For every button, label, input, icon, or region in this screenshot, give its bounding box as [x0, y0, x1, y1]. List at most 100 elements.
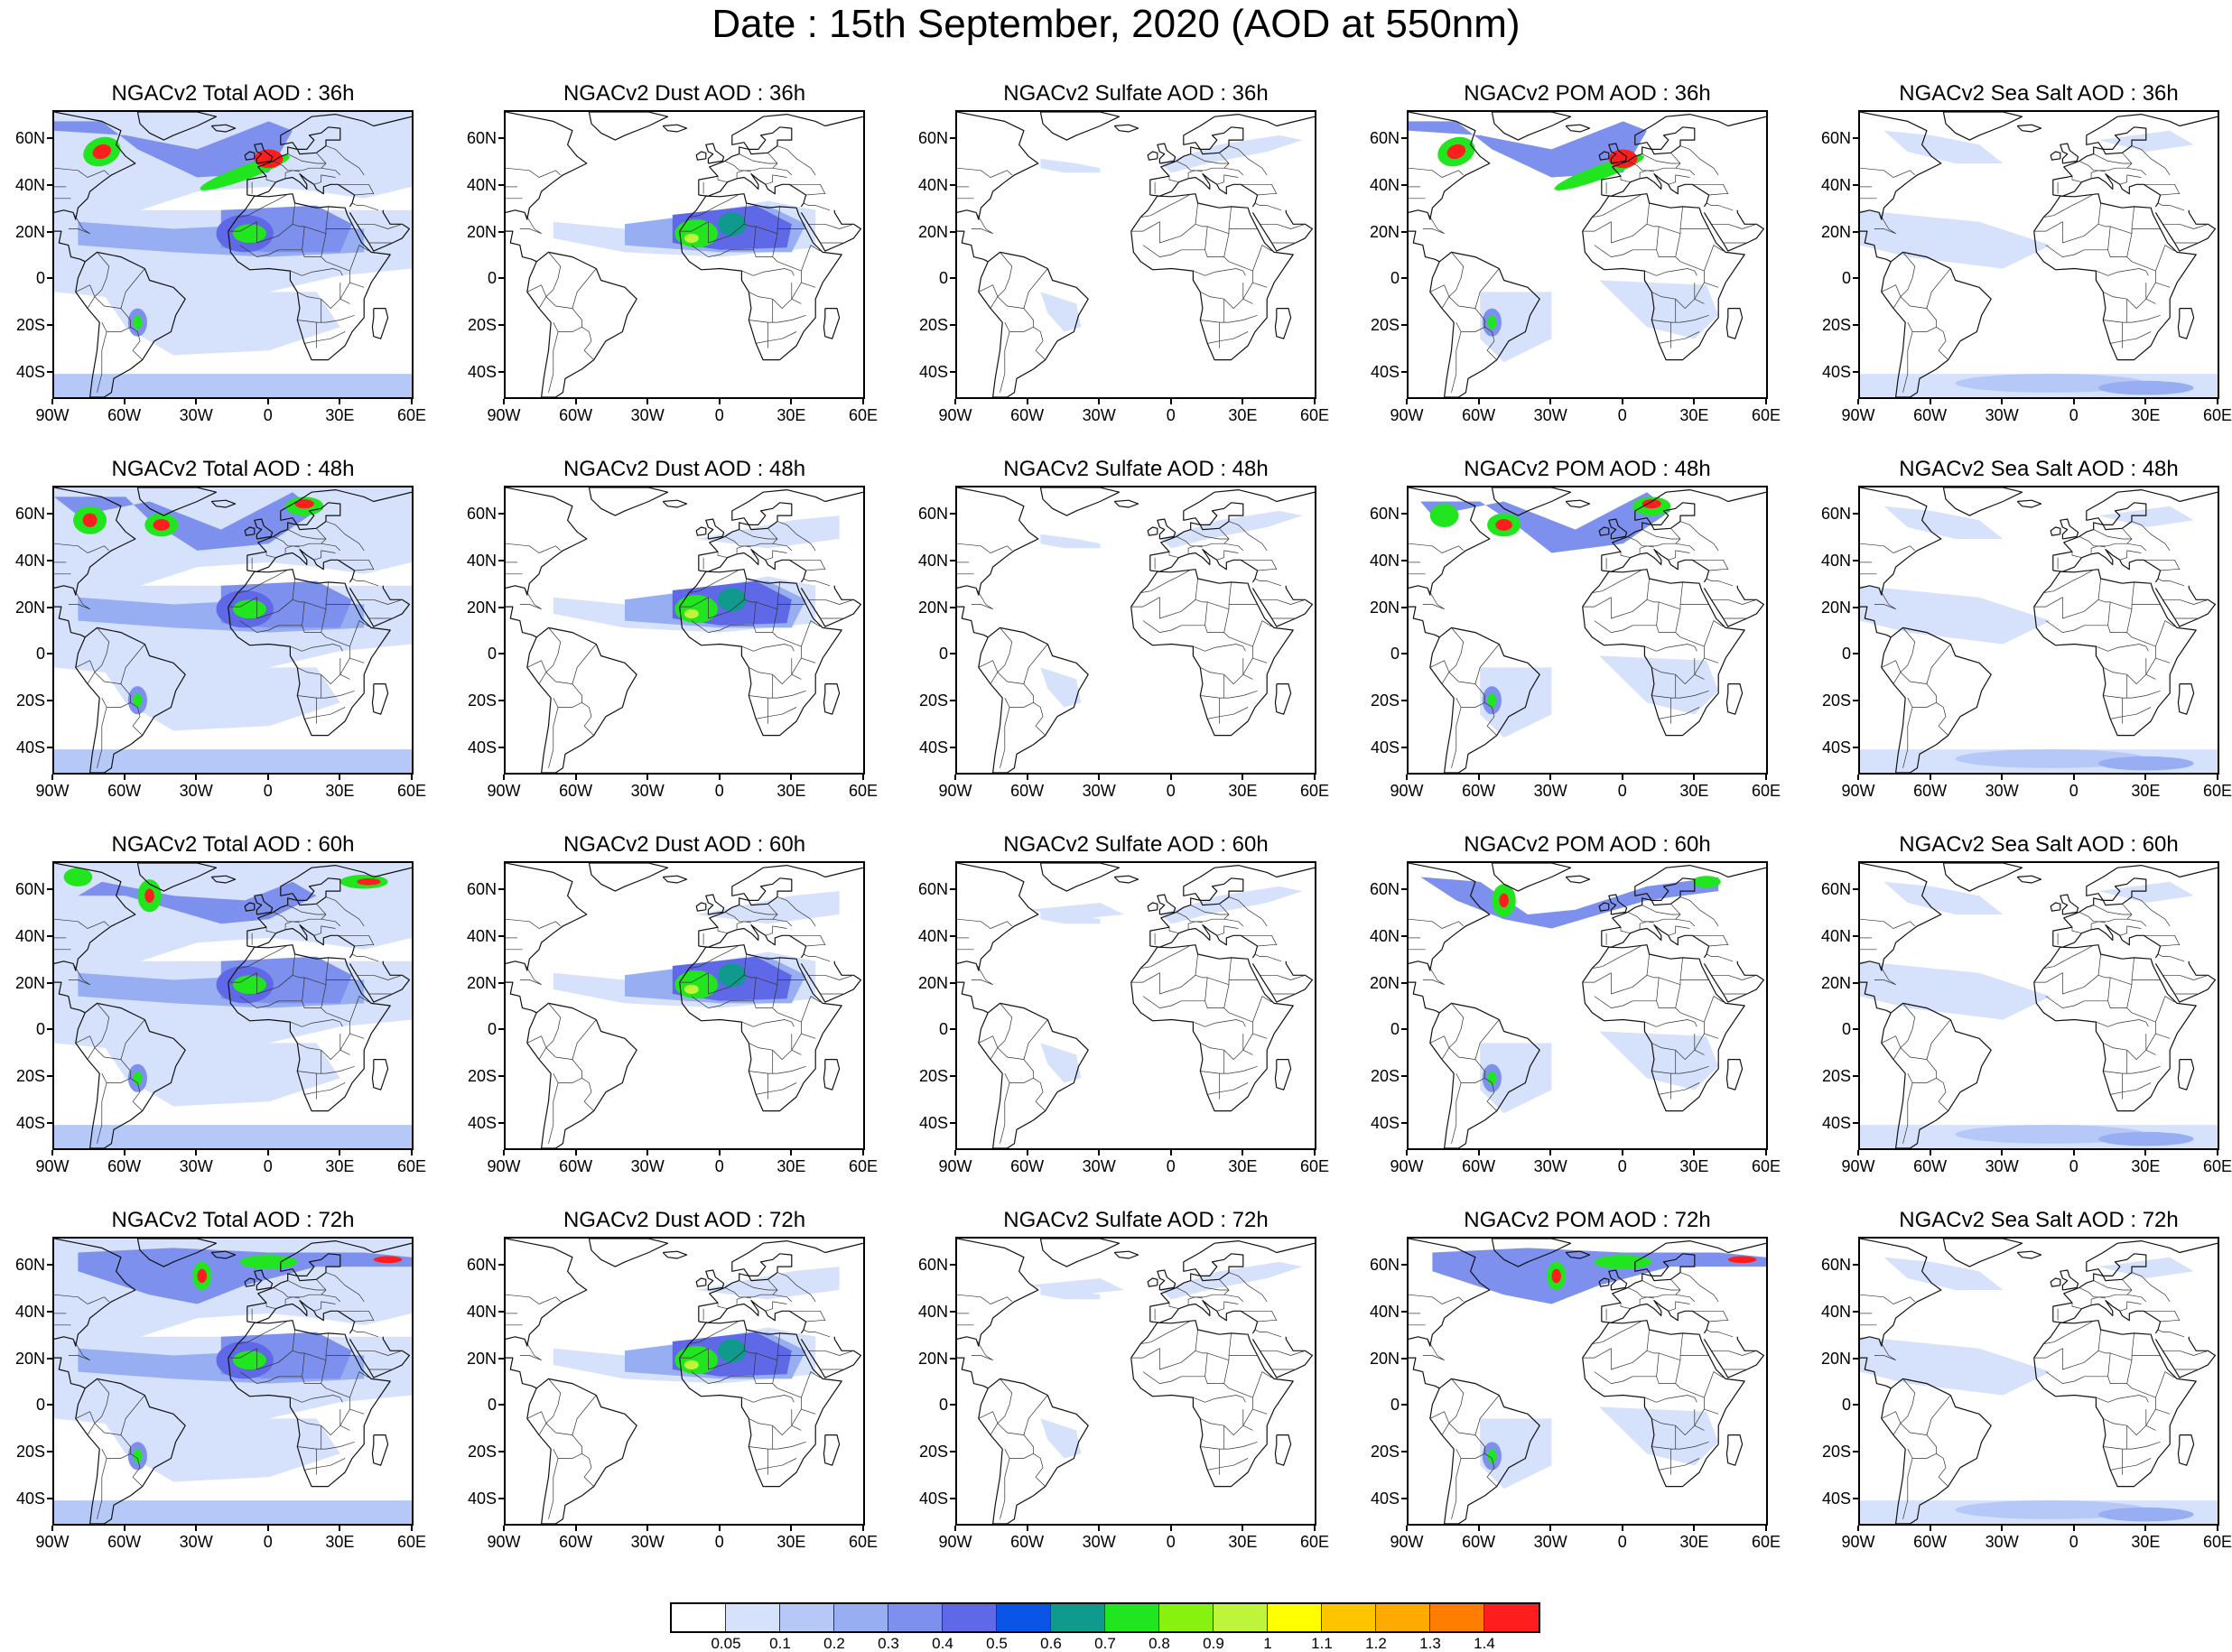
country-border: [1254, 578, 1282, 587]
longitude-label: 30W: [179, 782, 213, 800]
latitude-label: 0: [938, 269, 948, 288]
country-border: [1200, 690, 1258, 699]
latitude-tick: [1853, 1028, 1858, 1031]
country-border: [978, 1035, 999, 1048]
latitude-tick: [950, 1404, 955, 1406]
country-border: [1711, 223, 1757, 229]
latitude-label: 0: [35, 269, 45, 288]
latitude-label: 40S: [467, 1490, 497, 1508]
country-border: [1200, 1043, 1253, 1060]
longitude-label: 90W: [487, 782, 521, 800]
country-border: [1860, 918, 1915, 929]
country-border: [1451, 331, 1462, 393]
latitude-label: 60N: [466, 129, 497, 148]
longitude-tick: [1857, 775, 1859, 780]
longitude-label: 30W: [1533, 1157, 1567, 1175]
country-border: [1200, 314, 1258, 323]
longitude-tick: [2144, 1150, 2147, 1155]
longitude-label: 30W: [630, 782, 665, 800]
country-border: [1900, 252, 1948, 360]
country-border: [2103, 314, 2161, 323]
coastline-madagascar: [823, 1434, 841, 1466]
coastline-madagascar: [1725, 1059, 1744, 1091]
coastline-madagascar: [1725, 683, 1744, 715]
coastline-centralAmerica: [1409, 606, 1440, 638]
country-border: [1639, 1296, 1654, 1305]
country-border: [1644, 1019, 1697, 1027]
country-border: [2126, 1360, 2133, 1384]
country-border: [1216, 925, 1239, 936]
aod-map: [1409, 1239, 1766, 1524]
coastline-southAmerica: [978, 1002, 1089, 1148]
panel-title: NGACv2 POM AOD : 48h: [1464, 457, 1711, 481]
latitude-label: 40N: [14, 175, 45, 194]
aod-field: [1883, 506, 2004, 539]
longitude-label: 60W: [1010, 406, 1045, 424]
coastline-centralAmerica: [1409, 230, 1440, 263]
longitude-tick: [123, 1526, 126, 1531]
country-border: [749, 1043, 802, 1060]
latitude-tick: [47, 371, 52, 374]
latitude-tick: [1401, 371, 1407, 374]
longitude-label: 0: [1617, 782, 1627, 800]
country-border: [2144, 183, 2181, 196]
map-panel-total-1: NGACv2 Total AOD : 36h 60N 40N 20N 0 20S 40S 90…: [7, 81, 432, 424]
country-border: [339, 1408, 365, 1426]
latitude-tick: [498, 606, 504, 608]
longitude-tick: [1098, 1526, 1101, 1531]
country-border: [2093, 1280, 2132, 1291]
country-border: [803, 953, 831, 962]
aod-field: [2098, 1257, 2194, 1278]
country-border: [349, 996, 369, 1023]
coastline-iberiaMed: [698, 1299, 807, 1334]
map-panel-pom-1: NGACv2 POM AOD : 36h 60N 40N 20N 0 20S 40S 90W 6…: [1362, 81, 1786, 424]
latitude-label: 0: [1390, 1396, 1400, 1415]
country-border: [237, 944, 288, 969]
country-border: [290, 1395, 343, 1403]
country-border: [1216, 174, 1239, 185]
country-border: [526, 284, 547, 297]
country-border: [957, 1294, 1012, 1304]
coastline-northAmerica: [1860, 863, 1942, 971]
aod-field: [684, 1360, 699, 1370]
country-border: [2096, 644, 2149, 652]
longitude-label: 60W: [1462, 782, 1496, 800]
colorbar: [670, 1602, 1540, 1633]
country-border: [801, 1371, 821, 1398]
country-border: [1195, 1329, 1198, 1351]
longitude-tick: [1693, 1150, 1696, 1155]
country-border: [349, 1371, 369, 1398]
longitude-tick: [1693, 1526, 1696, 1531]
longitude-label: 30E: [2131, 406, 2161, 424]
latitude-tick: [950, 1451, 955, 1453]
country-border: [1193, 268, 1246, 276]
latitude-tick: [498, 1075, 504, 1078]
latitude-label: 40S: [15, 1490, 45, 1508]
country-border: [1694, 1033, 1719, 1051]
aod-field: [54, 374, 412, 397]
aod-field: [1446, 144, 1466, 160]
coastline-iceland: [210, 1250, 237, 1259]
country-border: [1656, 601, 1660, 626]
longitude-tick: [2144, 1526, 2147, 1531]
country-border: [87, 1047, 96, 1060]
country-border: [801, 245, 821, 272]
coastline-iberiaMed: [1149, 923, 1259, 959]
country-border: [545, 252, 594, 360]
longitude-label: 60W: [1913, 1533, 1948, 1551]
coastline-ireland: [695, 902, 707, 912]
colorbar-label: 0.5: [986, 1635, 1008, 1652]
map-plot-area: [1858, 110, 2219, 399]
map-panel-pom-3: NGACv2 POM AOD : 60h 60N 40N 20N 0 20S 40S 90W 6…: [1362, 832, 1786, 1175]
country-border: [1176, 536, 1224, 547]
map-plot-area: [504, 110, 865, 399]
longitude-tick: [1929, 399, 1931, 404]
latitude-tick: [1853, 1310, 1858, 1313]
coastline-southAmerica: [1881, 1378, 1992, 1524]
longitude-tick: [195, 775, 198, 780]
longitude-tick: [1621, 775, 1623, 780]
latitude-label: 20N: [917, 1349, 948, 1368]
panel-title: NGACv2 Total AOD : 36h: [111, 81, 355, 106]
aod-map: [957, 863, 1315, 1148]
aod-field: [1727, 1256, 1757, 1264]
